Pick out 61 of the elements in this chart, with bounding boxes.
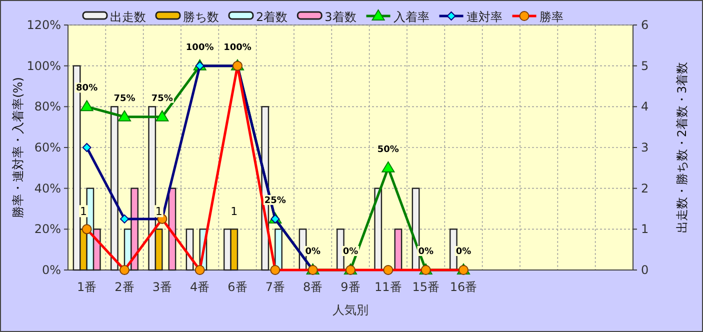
data-label: 80%	[76, 84, 98, 94]
y-tick-label: 120%	[26, 18, 61, 32]
data-label: 100%	[224, 42, 252, 53]
y-tick-label: 60%	[34, 140, 61, 154]
x-tick-label: 4番	[190, 280, 210, 294]
x-tick-label: 3番	[152, 280, 172, 294]
x-tick-label: 16番	[450, 280, 478, 294]
y2-tick-label: 1	[641, 222, 649, 236]
point	[80, 100, 94, 112]
bar	[110, 106, 118, 271]
bar	[336, 228, 344, 271]
data-label: 1	[230, 205, 238, 218]
x-tick-label: 15番	[412, 280, 440, 294]
y-axis-title: 勝率・連対率・入着率(%)	[11, 77, 25, 218]
y-tick-label: 80%	[34, 100, 61, 114]
y2-axis-title: 出走数・勝ち数・2着数・3着数	[675, 62, 689, 234]
point	[156, 110, 169, 122]
data-label: 25%	[264, 196, 286, 206]
y2-tick-label: 5	[641, 58, 649, 73]
data-label: 100%	[186, 42, 214, 53]
x-tick-label: 11番	[374, 280, 402, 294]
data-label: 0%	[456, 247, 472, 257]
y-tick-label: 40%	[34, 181, 61, 196]
legend-label: 勝ち数	[183, 10, 219, 24]
point	[118, 110, 131, 122]
legend-label: 連対率	[466, 10, 502, 24]
y2-tick-label: 2	[641, 181, 649, 196]
x-tick-label: 7番	[265, 280, 285, 294]
bar	[394, 228, 402, 271]
data-label: 50%	[377, 144, 399, 155]
x-tick-label: 6番	[228, 280, 248, 294]
legend-label: 3着数	[324, 10, 356, 24]
data-label: 75%	[114, 94, 136, 104]
y2-tick-label: 0	[641, 263, 649, 277]
legend-label: 勝率	[539, 10, 564, 24]
data-label: 0%	[342, 247, 358, 257]
point	[120, 214, 129, 224]
bar	[274, 228, 282, 271]
bar	[450, 228, 458, 271]
x-tick-label: 9番	[340, 280, 360, 294]
data-label: 75%	[151, 94, 173, 104]
data-label: 0%	[305, 247, 320, 257]
point	[82, 143, 92, 152]
legend-label: 出走数	[110, 10, 146, 24]
y2-tick-label: 4	[641, 100, 649, 114]
x-tick-label: 1番	[77, 280, 97, 294]
x-tick-label: 8番	[303, 280, 323, 294]
y-tick-label: 20%	[34, 222, 61, 236]
x-axis-title: 人気別	[332, 303, 368, 317]
legend-label: 入着率	[393, 10, 430, 24]
y-tick-label: 0%	[42, 263, 61, 277]
bar	[374, 188, 382, 271]
y-tick-label: 100%	[26, 58, 61, 73]
legend-label: 2着数	[256, 10, 288, 24]
y2-tick-label: 6	[641, 18, 649, 32]
y2-tick-label: 3	[641, 140, 649, 154]
data-label: 1	[80, 205, 87, 218]
data-label: 1	[155, 205, 162, 218]
x-tick-label: 2番	[114, 280, 134, 294]
data-label: 0%	[418, 247, 434, 257]
point	[382, 161, 395, 172]
